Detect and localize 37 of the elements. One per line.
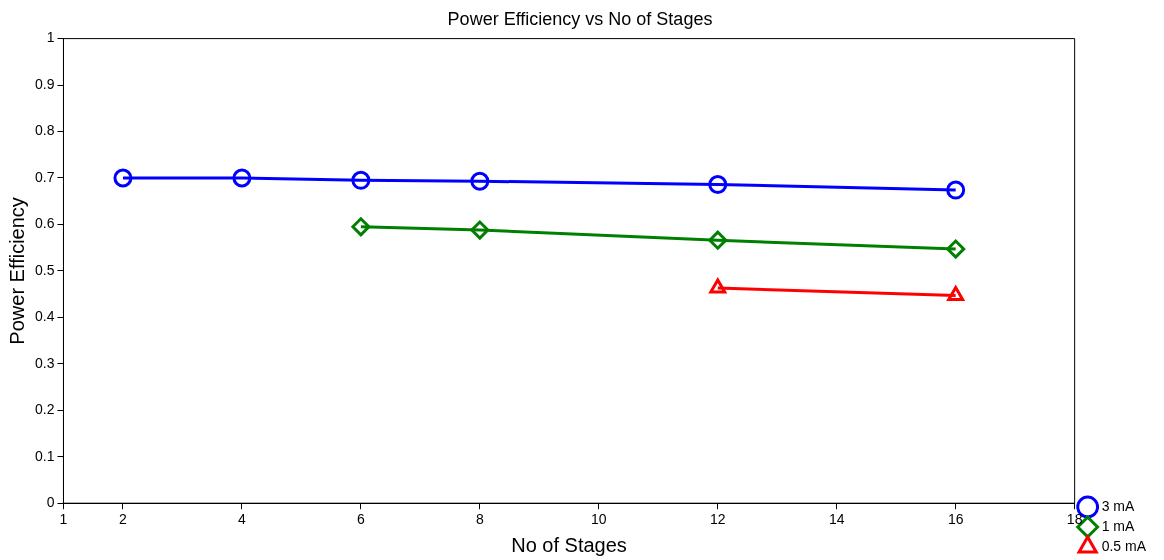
y-tick-label: 0.6: [34, 215, 55, 232]
y-tick-label: 0.2: [34, 401, 55, 418]
y-tick-label: 0.9: [34, 75, 55, 92]
y-tick-label: 0.4: [34, 308, 55, 325]
y-tick-label: 0.1: [34, 447, 55, 464]
point: [351, 170, 371, 190]
x-tick-label: 18: [1066, 511, 1083, 528]
legend-label: 0.5 mA: [1101, 537, 1147, 554]
point: [946, 180, 966, 200]
x-tick-label: 10: [591, 511, 607, 528]
x-tick-label: 16: [947, 511, 964, 528]
point: [470, 220, 490, 240]
x-axis-title: No of Stages: [511, 533, 627, 556]
chart-title: Power Efficiency vs No of Stages: [447, 8, 713, 29]
point: [708, 174, 728, 194]
point: [470, 171, 490, 191]
x-tick-label: 1: [59, 511, 68, 528]
point: [351, 217, 371, 237]
point: [232, 168, 252, 188]
y-tick-label: 0: [46, 494, 55, 511]
point: [708, 230, 728, 250]
y-tick-label: 0.5: [34, 261, 55, 278]
y-tick-label: 0.8: [34, 122, 55, 139]
x-tick-label: 8: [475, 511, 484, 528]
legend-label: 3 mA: [1101, 497, 1135, 514]
point: [113, 168, 133, 188]
y-tick-label: 0.7: [34, 168, 55, 185]
y-axis-title: Power Efficiency: [5, 197, 28, 345]
x-tick-label: 4: [238, 511, 247, 528]
x-tick-label: 14: [828, 511, 845, 528]
x-tick-label: 6: [356, 511, 365, 528]
y-tick-label: 0.3: [34, 354, 55, 371]
point: [946, 239, 966, 259]
x-tick-label: 2: [119, 511, 128, 528]
legend-label: 1 mA: [1101, 517, 1135, 534]
x-tick-label: 12: [709, 511, 726, 528]
y-tick-label: 1: [46, 29, 55, 46]
